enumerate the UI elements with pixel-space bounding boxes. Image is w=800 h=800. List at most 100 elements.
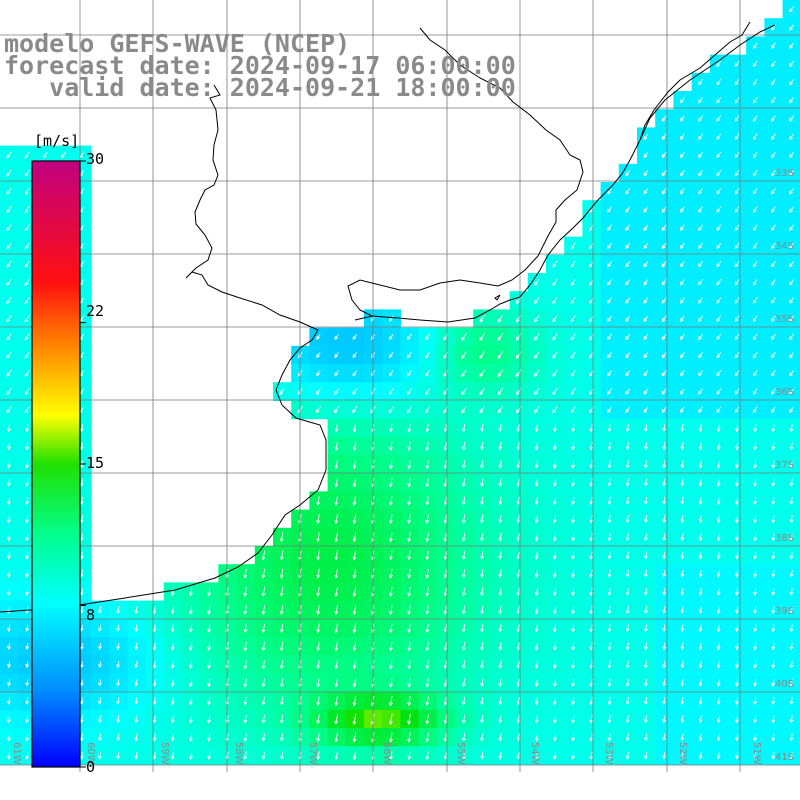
wind-arrow: [389, 586, 393, 597]
wind-arrow: [316, 751, 321, 761]
longitude-label: 56W: [381, 742, 392, 765]
wind-arrow: [480, 551, 484, 561]
wind-arrow: [716, 569, 721, 578]
wind-arrow: [552, 406, 558, 414]
wind-arrow: [24, 351, 30, 359]
wind-arrow: [552, 278, 558, 286]
wind-arrow: [571, 478, 576, 487]
wind-arrow: [698, 442, 703, 451]
wind-arrow: [789, 460, 794, 469]
wind-arrow: [643, 678, 648, 688]
wind-arrow: [534, 678, 539, 688]
wind-arrow: [662, 496, 667, 506]
wind-arrow: [170, 660, 175, 669]
wind-arrow: [589, 442, 594, 451]
wind-arrow: [753, 624, 758, 633]
wind-arrow: [607, 642, 612, 651]
wind-arrow: [425, 459, 430, 470]
wind-arrow: [625, 424, 630, 433]
wind-arrow: [24, 151, 30, 159]
wind-arrow: [789, 206, 794, 213]
wind-arrow: [607, 515, 612, 524]
wind-arrow: [716, 279, 722, 286]
wind-arrow: [552, 297, 558, 305]
wind-arrow: [7, 624, 11, 633]
title-valid-date: valid date: 2024-09-21 18:00:00: [4, 73, 516, 102]
wind-arrow: [789, 260, 794, 268]
wind-arrow: [316, 568, 321, 579]
wind-arrow: [570, 351, 576, 359]
colorbar-ticks: [80, 160, 86, 768]
wind-arrow: [662, 606, 667, 615]
wind-arrow: [6, 297, 12, 305]
latitude-label: 33S: [775, 168, 794, 179]
wind-arrow: [443, 532, 448, 543]
wind-arrow: [534, 551, 539, 560]
wind-arrow: [352, 388, 358, 395]
wind-arrow: [716, 133, 722, 140]
wind-arrow: [188, 660, 193, 670]
wind-arrow: [698, 679, 703, 687]
wind-arrow: [752, 151, 758, 159]
wind-arrow: [24, 297, 30, 305]
wind-arrow: [480, 442, 484, 451]
wind-arrow: [207, 642, 211, 651]
wind-arrow: [716, 715, 721, 724]
wind-arrow: [170, 678, 175, 688]
wind-arrow: [589, 606, 594, 615]
wind-arrow: [716, 388, 722, 395]
wind-arrow: [534, 406, 540, 414]
wind-arrow: [24, 406, 30, 414]
wind-arrow: [498, 496, 503, 506]
wind-arrow: [771, 115, 776, 122]
wind-arrow: [534, 442, 539, 451]
wind-arrow: [479, 369, 486, 378]
wind-arrow: [480, 496, 484, 506]
wind-arrow: [789, 188, 794, 195]
wind-arrow: [6, 315, 12, 323]
wind-arrow: [79, 643, 84, 651]
wind-arrow: [552, 533, 557, 542]
wind-arrow: [170, 697, 175, 706]
wind-arrow: [771, 642, 776, 651]
wind-arrow: [552, 260, 558, 268]
wind-arrow: [97, 751, 102, 760]
wind-arrow: [680, 551, 685, 560]
wind-arrow: [607, 478, 612, 487]
wind-arrow: [698, 751, 703, 760]
wind-arrow: [389, 532, 393, 543]
wind-arrow: [134, 679, 139, 687]
wind-arrow: [6, 460, 11, 469]
wind-arrow: [789, 588, 794, 596]
wind-arrow: [261, 568, 266, 579]
wind-arrow: [716, 442, 721, 451]
wind-arrow: [643, 406, 649, 413]
wind-arrow: [752, 133, 758, 140]
wind-arrow: [734, 206, 740, 213]
wind-arrow: [570, 369, 576, 377]
wind-arrow: [552, 751, 557, 760]
wind-arrow: [389, 423, 393, 433]
wind-arrow: [6, 406, 12, 414]
wind-arrow: [589, 460, 594, 469]
wind-arrow: [607, 533, 612, 542]
wind-arrow: [461, 406, 467, 414]
wind-arrow: [352, 495, 357, 506]
wind-arrow: [625, 678, 630, 688]
wind-arrow: [680, 206, 685, 213]
wind-arrow: [771, 569, 776, 578]
wind-arrow: [170, 733, 175, 742]
wind-arrow: [752, 206, 758, 213]
wind-arrow: [389, 459, 393, 470]
wind-arrow: [389, 641, 393, 652]
wind-arrow: [534, 351, 540, 359]
wind-arrow: [662, 460, 667, 469]
wind-arrow: [661, 351, 667, 359]
wind-arrow: [662, 697, 667, 706]
wind-arrow: [534, 624, 539, 633]
wind-arrow: [771, 588, 776, 596]
wind-arrow: [461, 514, 466, 524]
wind-arrow: [352, 695, 357, 707]
wind-arrow: [680, 260, 685, 268]
wind-arrow: [570, 242, 576, 250]
